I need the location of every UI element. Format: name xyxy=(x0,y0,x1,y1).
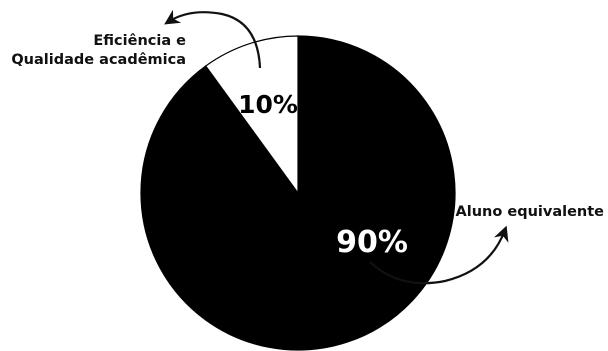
annotations-layer xyxy=(164,9,509,285)
arrow-aluno-equivalente xyxy=(369,225,509,285)
slice-category-label-1-line-1: Qualidade acadêmica xyxy=(11,52,186,68)
slice-category-label-0-line-0: Aluno equivalente xyxy=(456,204,605,220)
labels-layer: 90% 10% Aluno equivalente Eficiência e Quali… xyxy=(11,33,604,260)
pie-slice-1 xyxy=(204,35,299,195)
slice-category-label-1-line-0: Eficiência e xyxy=(93,33,186,49)
arrow-eficiencia xyxy=(164,9,262,69)
slice-value-label-1: 10% xyxy=(238,90,298,119)
slices-layer xyxy=(140,35,456,351)
slice-value-label-0: 90% xyxy=(336,225,408,260)
